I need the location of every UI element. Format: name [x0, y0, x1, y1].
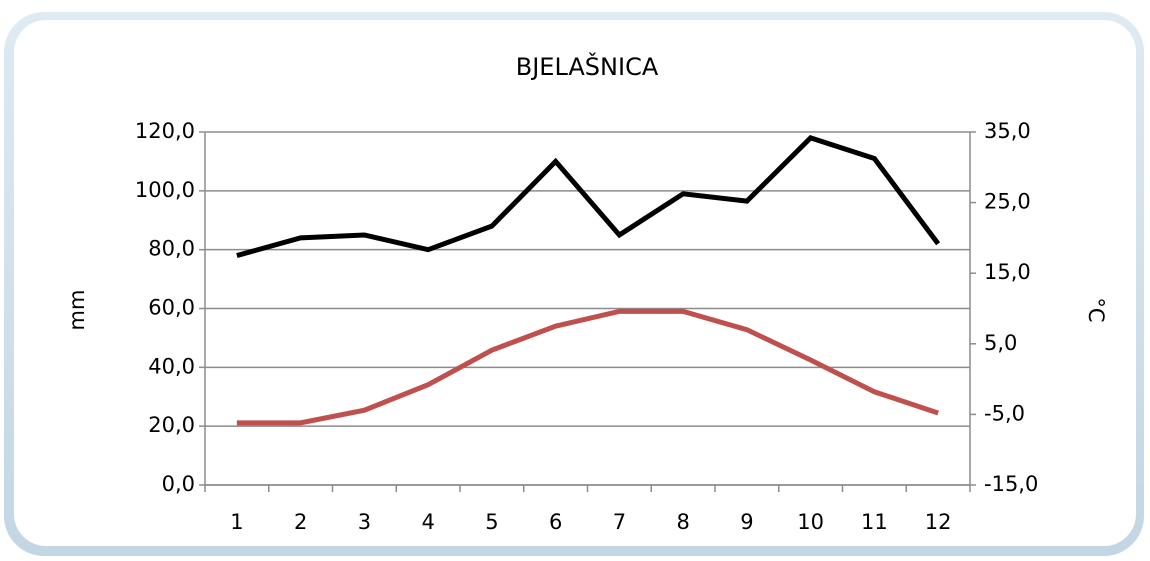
x-tick-label: 7 [613, 510, 626, 534]
chart-area [14, 20, 1136, 546]
y2-tick-label: -5,0 [984, 401, 1025, 425]
y-tick-label: 120,0 [135, 119, 195, 143]
y-tick-label: 40,0 [148, 354, 195, 378]
y-axis-label: mm [65, 290, 89, 331]
y2-axis-label: °C [1084, 297, 1108, 322]
x-tick-label: 4 [421, 510, 434, 534]
y-tick-label: 80,0 [148, 237, 195, 261]
chart-title: BJELAŠNICA [516, 51, 659, 81]
y2-tick-label: 35,0 [984, 119, 1031, 143]
x-tick-label: 2 [294, 510, 307, 534]
x-tick-label: 8 [676, 510, 689, 534]
x-tick-label: 6 [549, 510, 562, 534]
x-tick-label: 12 [925, 510, 952, 534]
x-tick-label: 1 [230, 510, 243, 534]
y2-tick-label: -15,0 [984, 472, 1038, 496]
y2-tick-label: 25,0 [984, 190, 1031, 214]
x-tick-label: 10 [797, 510, 824, 534]
x-tick-label: 3 [358, 510, 371, 534]
line-series [236, 135, 941, 258]
line-series [236, 308, 939, 426]
x-tick-label: 11 [861, 510, 888, 534]
y2-tick-label: 5,0 [984, 331, 1017, 355]
x-tick-label: 9 [740, 510, 753, 534]
x-tick-label: 5 [485, 510, 498, 534]
y-tick-label: 0,0 [162, 472, 195, 496]
y-tick-label: 100,0 [135, 178, 195, 202]
y-tick-label: 20,0 [148, 413, 195, 437]
y2-tick-label: 15,0 [984, 260, 1031, 284]
y-tick-label: 60,0 [148, 296, 195, 320]
